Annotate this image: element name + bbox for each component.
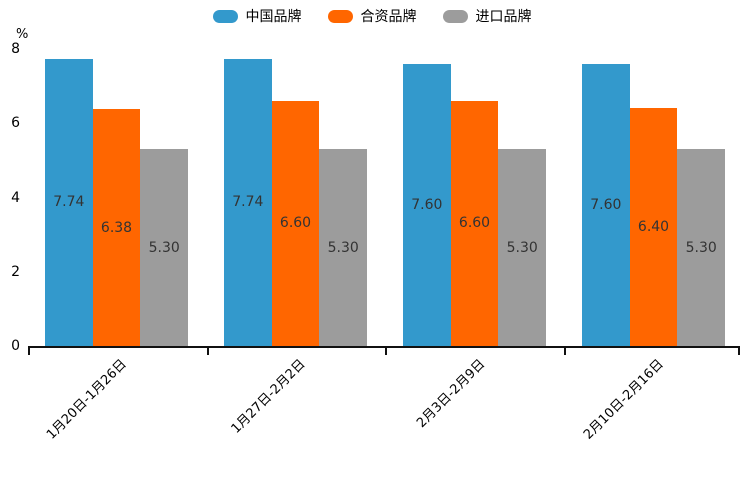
bar-china-brand: 7.60 <box>582 63 630 346</box>
x-category-label: 2月10日-2月16日 <box>581 356 667 443</box>
bar-value-label: 5.30 <box>506 239 538 256</box>
bar-value-label: 5.30 <box>148 239 180 256</box>
bar-value-label: 7.74 <box>53 194 85 211</box>
bar-import-brand: 5.30 <box>677 149 726 346</box>
bar-china-brand: 7.74 <box>224 58 272 346</box>
x-tick-mark <box>206 348 209 355</box>
bar-group: 7.74 6.38 5.30 <box>45 49 189 346</box>
plot-area: 7.74 6.38 5.30 7.74 6.60 5.30 7.60 6.60 5.30 7.60… <box>28 49 740 355</box>
bar-china-brand: 7.74 <box>45 58 93 346</box>
legend-item-joint-venture-brand: 合资品牌 <box>327 6 417 26</box>
bar-group: 7.60 6.60 5.30 <box>403 49 547 346</box>
bar-value-label: 7.60 <box>411 196 443 213</box>
bar-group: 7.74 6.60 5.30 <box>224 49 368 346</box>
bar-import-brand: 5.30 <box>498 149 547 346</box>
bar-joint-venture-brand: 6.60 <box>271 100 320 346</box>
legend-label: 进口品牌 <box>475 9 532 25</box>
legend-swatch-icon <box>212 9 238 23</box>
bar-value-label: 6.38 <box>100 219 133 236</box>
x-category-label: 1月20日-1月26日 <box>44 356 130 443</box>
bar-value-label: 6.40 <box>637 219 670 236</box>
bar-value-label: 5.30 <box>685 239 717 256</box>
legend-label: 中国品牌 <box>245 9 302 25</box>
x-category-label: 2月3日-2月9日 <box>413 356 488 431</box>
bar-import-brand: 5.30 <box>319 149 368 346</box>
y-tick-label: 8 <box>11 41 20 57</box>
bar-joint-venture-brand: 6.60 <box>450 100 499 346</box>
y-tick-label: 0 <box>11 338 20 354</box>
legend-item-import-brand: 进口品牌 <box>442 6 532 26</box>
bar-import-brand: 5.30 <box>140 149 189 346</box>
x-tick-mark <box>563 348 566 355</box>
x-tick-mark <box>28 348 30 355</box>
bar-value-label: 7.60 <box>590 196 622 213</box>
y-axis-unit-label: % <box>16 27 29 42</box>
legend: 中国品牌 合资品牌 进口品牌 <box>0 6 744 26</box>
legend-swatch-icon <box>442 9 468 23</box>
bar-china-brand: 7.60 <box>403 63 451 346</box>
x-category-label: 1月27日-2月2日 <box>228 356 309 437</box>
legend-label: 合资品牌 <box>360 9 417 25</box>
bar-value-label: 6.60 <box>458 215 491 232</box>
y-tick-label: 2 <box>11 263 20 280</box>
bar-group: 7.60 6.40 5.30 <box>582 49 726 346</box>
bar-value-label: 6.60 <box>279 215 312 232</box>
x-tick-mark <box>738 348 740 355</box>
y-tick-label: 4 <box>11 189 20 206</box>
y-tick-label: 6 <box>11 115 20 132</box>
bar-joint-venture-brand: 6.38 <box>92 109 141 346</box>
legend-swatch-icon <box>327 9 353 23</box>
y-axis: 8 6 4 2 0 <box>0 41 22 354</box>
x-tick-mark <box>385 348 387 355</box>
legend-item-china-brand: 中国品牌 <box>212 6 302 26</box>
bar-value-label: 7.74 <box>232 194 264 211</box>
bar-joint-venture-brand: 6.40 <box>629 108 678 346</box>
bar-value-label: 5.30 <box>327 239 359 256</box>
